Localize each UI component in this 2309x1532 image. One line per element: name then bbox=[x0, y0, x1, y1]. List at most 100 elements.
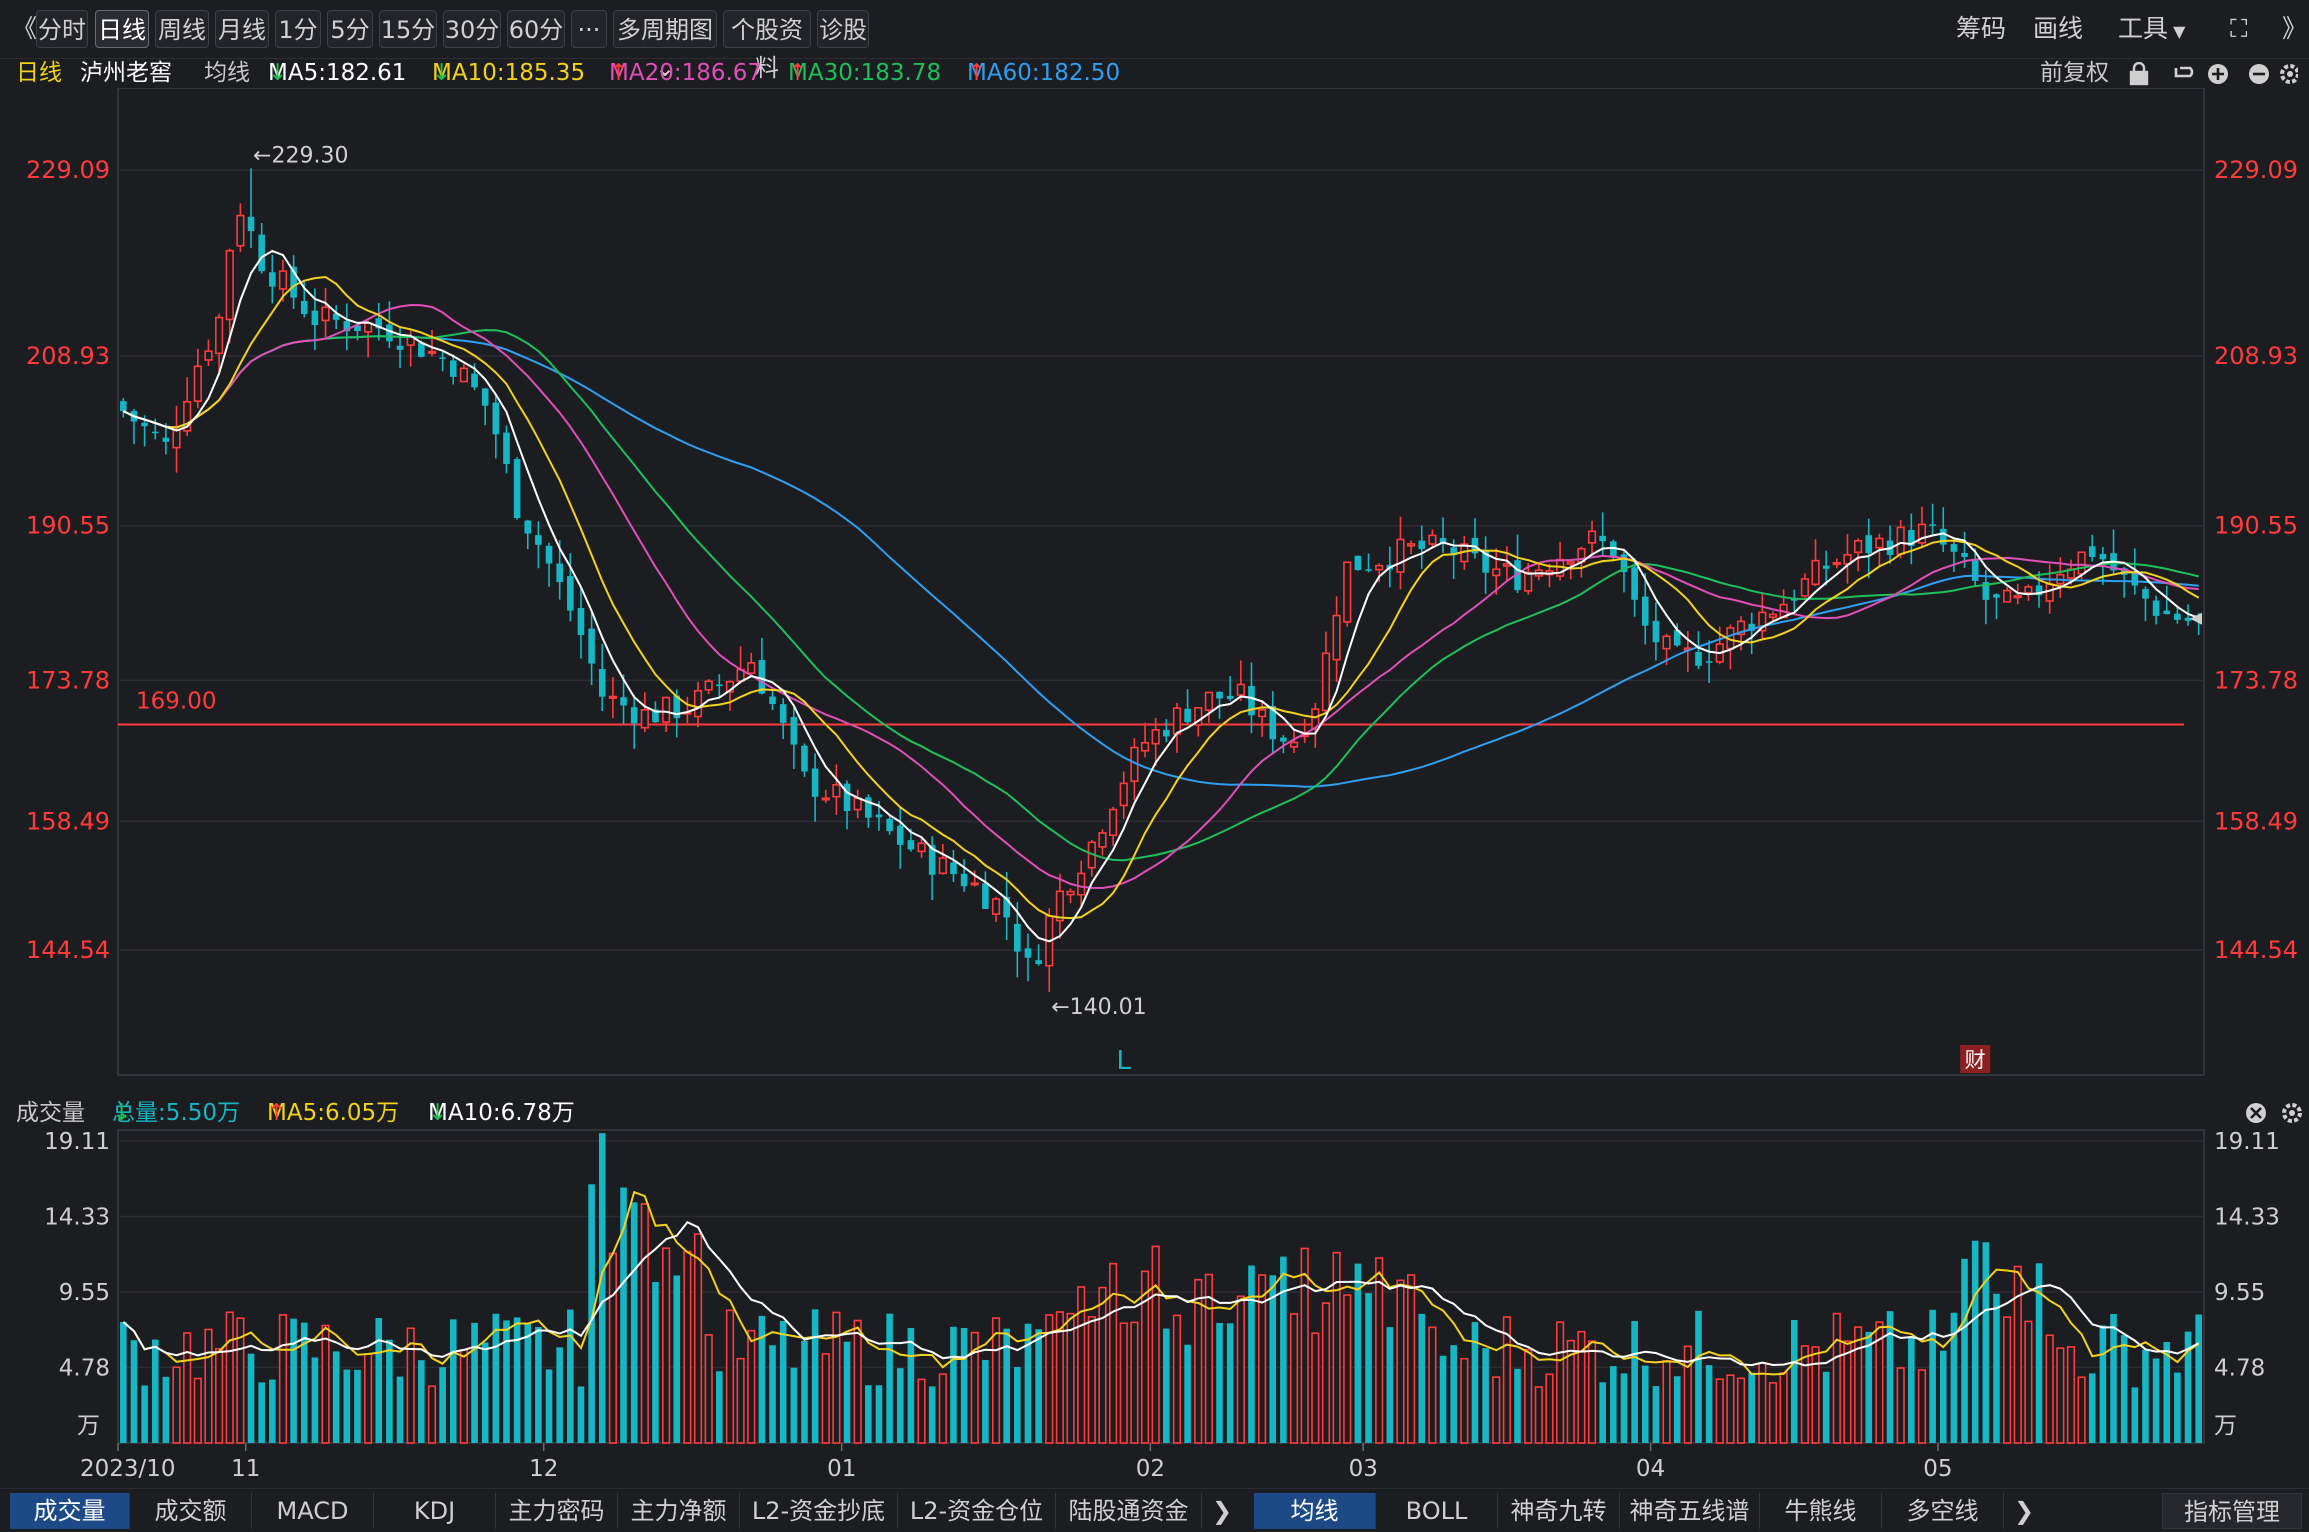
tab-main-force-code[interactable]: 主力密码 bbox=[496, 1493, 618, 1529]
tab-macd[interactable]: MACD bbox=[252, 1493, 374, 1529]
back-icon[interactable]: 《 bbox=[12, 14, 38, 43]
volume-legend: 成交量 总量:5.50万 ↓ MA5:6.05万 ↑ MA10:6.78万 ↓ bbox=[0, 1096, 2309, 1130]
settings-icon[interactable] bbox=[2280, 64, 2298, 84]
period-tab-5min[interactable]: 5分 bbox=[327, 10, 373, 48]
adjust-dropdown[interactable]: 前复权 bbox=[2040, 60, 2109, 86]
tab-l2-position[interactable]: L2-资金仓位 bbox=[898, 1493, 1056, 1529]
volume-bar bbox=[535, 1327, 542, 1443]
volume-settings-icon[interactable] bbox=[2282, 1103, 2302, 1123]
volume-bar bbox=[1726, 1374, 1735, 1444]
tab-kdj[interactable]: KDJ bbox=[374, 1493, 496, 1529]
candle bbox=[982, 883, 989, 909]
candle bbox=[459, 367, 468, 383]
volume-bar bbox=[225, 1311, 234, 1444]
period-tab-30min[interactable]: 30分 bbox=[443, 10, 501, 48]
right-tabs-more-icon[interactable]: ❯ bbox=[2013, 1497, 2035, 1525]
candle bbox=[907, 840, 915, 850]
kline-chart[interactable]: 229.09 229.09 208.93 208.93 190.55 190.55 173.… bbox=[0, 88, 2309, 1488]
date-tick-label: 02 bbox=[1136, 1456, 1165, 1482]
period-tab-15min[interactable]: 15分 bbox=[379, 10, 437, 48]
tab-ma[interactable]: 均线 bbox=[1254, 1493, 1376, 1529]
tab-main-force-net[interactable]: 主力净额 bbox=[618, 1493, 740, 1529]
period-tab-weekly[interactable]: 周线 bbox=[155, 10, 209, 48]
volume-bar bbox=[1407, 1274, 1416, 1444]
zoom-in-icon[interactable] bbox=[2208, 64, 2228, 84]
volume-bar bbox=[1003, 1328, 1010, 1443]
ma5-arrow: ↓ bbox=[268, 60, 288, 86]
candle bbox=[1917, 523, 1927, 544]
candle bbox=[1024, 948, 1032, 958]
price-tick-label-left: 158.49 bbox=[26, 807, 110, 835]
event-flag-cai: 财 bbox=[1965, 1048, 1986, 1072]
candle bbox=[865, 797, 872, 818]
candle bbox=[151, 431, 159, 434]
tab-volume[interactable]: 成交量 bbox=[10, 1493, 130, 1529]
candle bbox=[1631, 567, 1638, 600]
candle bbox=[1418, 540, 1426, 550]
volume-bar bbox=[1289, 1313, 1299, 1444]
volume-bar bbox=[2013, 1265, 2022, 1444]
candle bbox=[1768, 613, 1778, 619]
close-icon[interactable] bbox=[2246, 1103, 2266, 1123]
candle bbox=[1599, 535, 1606, 542]
zoom-out-icon[interactable] bbox=[2249, 64, 2269, 84]
candle bbox=[1151, 729, 1160, 745]
volume-bar bbox=[960, 1328, 968, 1443]
period-tab-daily[interactable]: 日线 bbox=[95, 10, 149, 48]
volume-bar bbox=[418, 1360, 425, 1443]
volume-bar bbox=[354, 1369, 361, 1443]
volume-bar bbox=[1705, 1365, 1713, 1443]
volume-bar bbox=[704, 1334, 713, 1444]
stock-info-button[interactable]: 个股资料 bbox=[723, 10, 811, 82]
candle bbox=[1428, 534, 1437, 545]
high-marker: ←229.30 bbox=[253, 143, 348, 168]
tab-northbound[interactable]: 陆股通资金 bbox=[1056, 1493, 1202, 1529]
candle bbox=[747, 662, 756, 674]
draw-line-button[interactable]: 画线 bbox=[2033, 14, 2084, 43]
volume-bar bbox=[151, 1339, 159, 1443]
period-tab-fenshi[interactable]: 分时 bbox=[36, 10, 88, 48]
candle bbox=[1343, 561, 1352, 623]
avg-line-label[interactable]: 均线 bbox=[204, 60, 250, 86]
tab-long-short[interactable]: 多空线 bbox=[1882, 1493, 2004, 1529]
collapse-icon[interactable]: 》 bbox=[2282, 14, 2308, 43]
tab-turnover[interactable]: 成交额 bbox=[130, 1493, 252, 1529]
volume-bar bbox=[524, 1323, 532, 1443]
more-periods-button[interactable]: ··· bbox=[571, 10, 607, 48]
candle bbox=[321, 306, 330, 322]
fullscreen-icon[interactable]: ⛶ bbox=[2230, 14, 2248, 43]
period-tab-60min[interactable]: 60分 bbox=[507, 10, 565, 48]
multi-period-dropdown[interactable]: 多周期图 ⌄ bbox=[613, 10, 717, 82]
tools-label: 工具 bbox=[2118, 14, 2169, 43]
volume-bar bbox=[1226, 1323, 1234, 1443]
tools-dropdown[interactable]: 工具 ▼ bbox=[2118, 14, 2186, 43]
volume-bar bbox=[481, 1342, 489, 1443]
candle bbox=[215, 316, 224, 355]
candle bbox=[1993, 594, 2000, 598]
undo-icon[interactable] bbox=[2174, 66, 2194, 78]
date-tick-label: 04 bbox=[1636, 1456, 1665, 1482]
candle bbox=[1620, 554, 1628, 573]
period-tab-1min[interactable]: 1分 bbox=[275, 10, 321, 48]
candle bbox=[896, 825, 904, 845]
volume-bar bbox=[758, 1315, 766, 1443]
period-tab-monthly[interactable]: 月线 bbox=[215, 10, 269, 48]
candle bbox=[2184, 617, 2192, 621]
ma30-arrow: ↑ bbox=[788, 60, 808, 86]
candle bbox=[471, 373, 478, 388]
lock-icon[interactable] bbox=[2129, 62, 2149, 86]
price-tick-label-left: 229.09 bbox=[26, 156, 110, 184]
volume-bar bbox=[1587, 1340, 1597, 1444]
diagnose-button[interactable]: 诊股 bbox=[817, 10, 869, 48]
volume-bar bbox=[673, 1275, 681, 1443]
tab-magic-five[interactable]: 神奇五线谱 bbox=[1620, 1493, 1760, 1529]
chips-button[interactable]: 筹码 bbox=[1956, 14, 2007, 43]
indicator-manage-button[interactable]: 指标管理 bbox=[2162, 1493, 2302, 1529]
tab-l2-bottom-fishing[interactable]: L2-资金抄底 bbox=[740, 1493, 898, 1529]
tab-bull-bear[interactable]: 牛熊线 bbox=[1760, 1493, 1882, 1529]
candle bbox=[588, 628, 595, 664]
left-tabs-more-icon[interactable]: ❯ bbox=[1211, 1497, 1233, 1525]
tab-boll[interactable]: BOLL bbox=[1376, 1493, 1498, 1529]
volume-bar bbox=[1311, 1332, 1320, 1444]
tab-magic-nine[interactable]: 神奇九转 bbox=[1498, 1493, 1620, 1529]
